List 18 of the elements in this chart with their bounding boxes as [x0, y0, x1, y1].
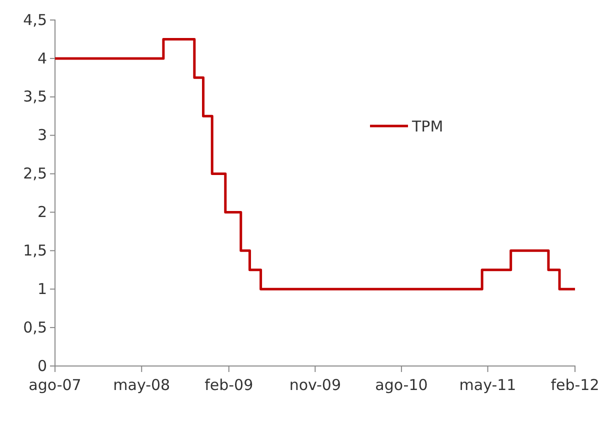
y-tick-label: 2,5 — [23, 164, 47, 183]
y-tick-label: 0 — [37, 356, 47, 375]
x-tick-label: feb-09 — [204, 376, 254, 394]
y-tick-label: 3 — [37, 126, 47, 144]
x-tick-label: ago-10 — [375, 376, 428, 394]
x-tick-label: feb-12 — [550, 376, 600, 394]
x-tick-label: may-08 — [113, 376, 170, 394]
x-tick-label: nov-09 — [289, 376, 341, 394]
y-tick-label: 2 — [37, 203, 47, 222]
legend-label: TPM — [411, 117, 444, 136]
y-tick-label: 1 — [37, 280, 47, 298]
y-tick-label: 0,5 — [23, 318, 47, 336]
x-tick-label: ago-07 — [28, 376, 82, 394]
y-tick-label: 1,5 — [23, 241, 47, 260]
x-tick-label: may-11 — [459, 376, 516, 394]
y-tick-label: 4 — [37, 49, 47, 68]
y-tick-label: 4,5 — [23, 10, 47, 29]
y-tick-label: 3,5 — [23, 88, 47, 106]
